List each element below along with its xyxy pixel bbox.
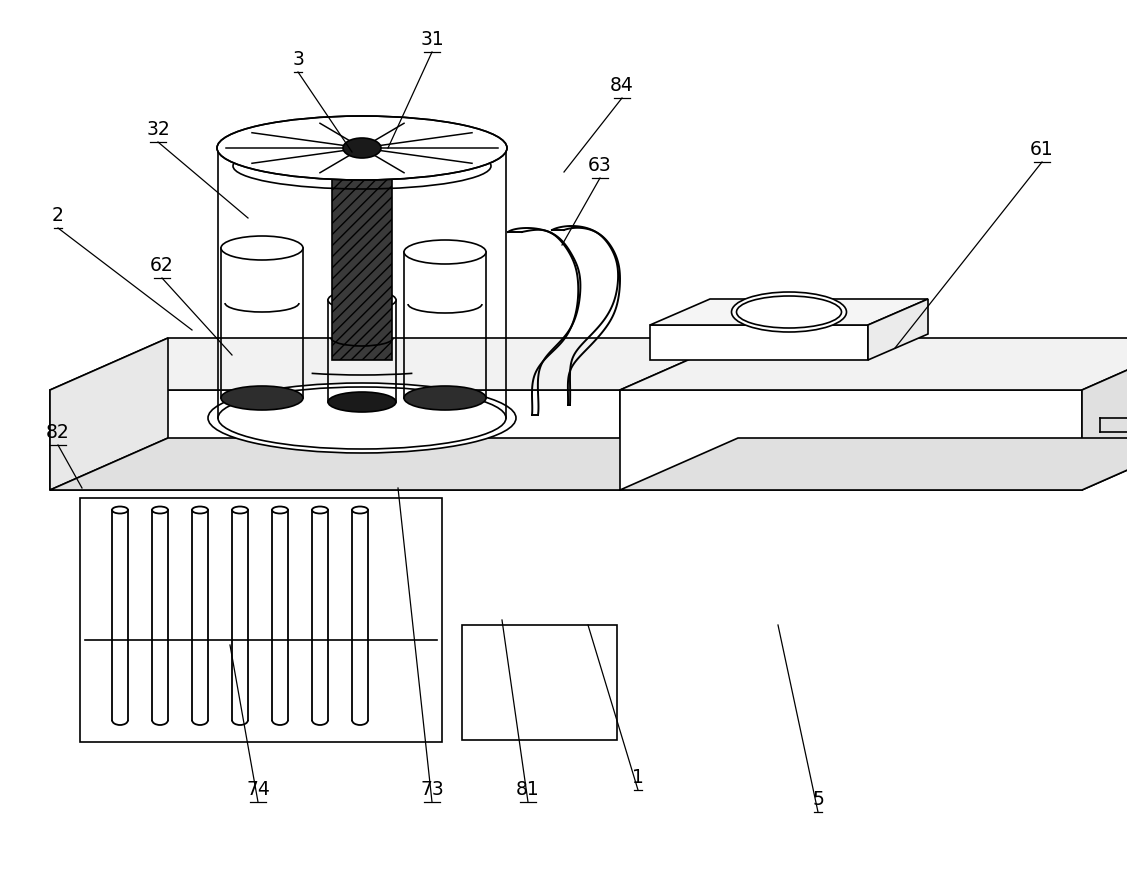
Bar (80, 498, 442, 742)
Text: 32: 32 (147, 120, 170, 139)
Ellipse shape (208, 383, 516, 453)
Ellipse shape (328, 290, 396, 310)
Text: 82: 82 (46, 423, 70, 442)
Ellipse shape (272, 507, 289, 514)
Polygon shape (50, 390, 620, 490)
Polygon shape (1082, 338, 1127, 490)
Ellipse shape (218, 387, 506, 449)
Text: 61: 61 (1030, 140, 1054, 159)
Text: 5: 5 (813, 790, 824, 809)
Polygon shape (620, 438, 1127, 490)
Polygon shape (620, 390, 1082, 490)
Polygon shape (868, 299, 928, 360)
Ellipse shape (328, 392, 396, 412)
Text: 31: 31 (420, 30, 444, 49)
Ellipse shape (192, 507, 208, 514)
Bar (332, 156, 392, 360)
Polygon shape (650, 299, 928, 325)
Polygon shape (50, 338, 738, 390)
Ellipse shape (152, 507, 168, 514)
Text: 74: 74 (246, 780, 270, 799)
Bar (462, 625, 616, 740)
Polygon shape (50, 338, 168, 490)
Ellipse shape (737, 296, 842, 328)
Ellipse shape (403, 386, 486, 410)
Ellipse shape (731, 292, 846, 332)
Ellipse shape (221, 386, 303, 410)
Text: 1: 1 (632, 768, 644, 787)
Ellipse shape (218, 116, 507, 180)
Text: 73: 73 (420, 780, 444, 799)
Text: 62: 62 (150, 256, 174, 275)
Text: 2: 2 (52, 206, 64, 225)
Ellipse shape (232, 507, 248, 514)
Text: 63: 63 (588, 156, 612, 175)
Polygon shape (50, 438, 738, 490)
Polygon shape (620, 338, 1127, 390)
Ellipse shape (343, 138, 381, 158)
Ellipse shape (312, 507, 328, 514)
Polygon shape (650, 325, 868, 360)
Ellipse shape (112, 507, 128, 514)
Text: 3: 3 (292, 50, 304, 69)
Ellipse shape (221, 236, 303, 260)
Text: 81: 81 (516, 780, 540, 799)
Ellipse shape (352, 507, 369, 514)
Ellipse shape (403, 240, 486, 264)
Text: 84: 84 (610, 76, 633, 95)
